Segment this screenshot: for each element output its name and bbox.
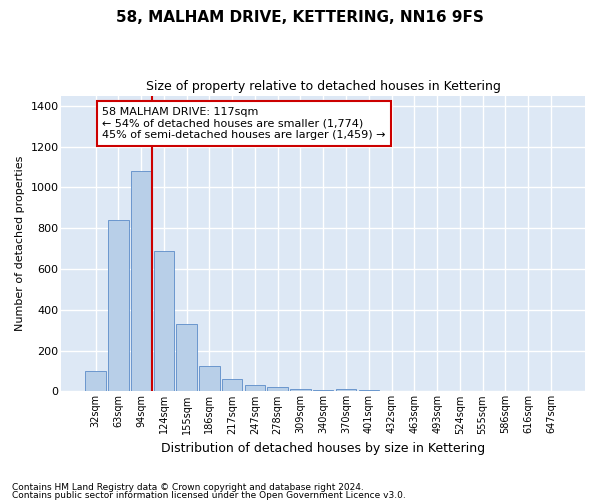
Bar: [199, 366, 220, 392]
Bar: [359, 390, 379, 392]
Bar: [85, 371, 106, 392]
Text: Contains public sector information licensed under the Open Government Licence v3: Contains public sector information licen…: [12, 491, 406, 500]
Text: 58, MALHAM DRIVE, KETTERING, NN16 9FS: 58, MALHAM DRIVE, KETTERING, NN16 9FS: [116, 10, 484, 25]
Bar: [108, 220, 128, 392]
Bar: [176, 324, 197, 392]
Bar: [268, 387, 288, 392]
X-axis label: Distribution of detached houses by size in Kettering: Distribution of detached houses by size …: [161, 442, 485, 455]
Bar: [154, 250, 174, 392]
Text: 58 MALHAM DRIVE: 117sqm
← 54% of detached houses are smaller (1,774)
45% of semi: 58 MALHAM DRIVE: 117sqm ← 54% of detache…: [103, 107, 386, 140]
Y-axis label: Number of detached properties: Number of detached properties: [15, 156, 25, 331]
Title: Size of property relative to detached houses in Kettering: Size of property relative to detached ho…: [146, 80, 500, 93]
Bar: [336, 388, 356, 392]
Bar: [131, 171, 151, 392]
Bar: [290, 388, 311, 392]
Text: Contains HM Land Registry data © Crown copyright and database right 2024.: Contains HM Land Registry data © Crown c…: [12, 484, 364, 492]
Bar: [313, 390, 334, 392]
Bar: [245, 384, 265, 392]
Bar: [222, 379, 242, 392]
